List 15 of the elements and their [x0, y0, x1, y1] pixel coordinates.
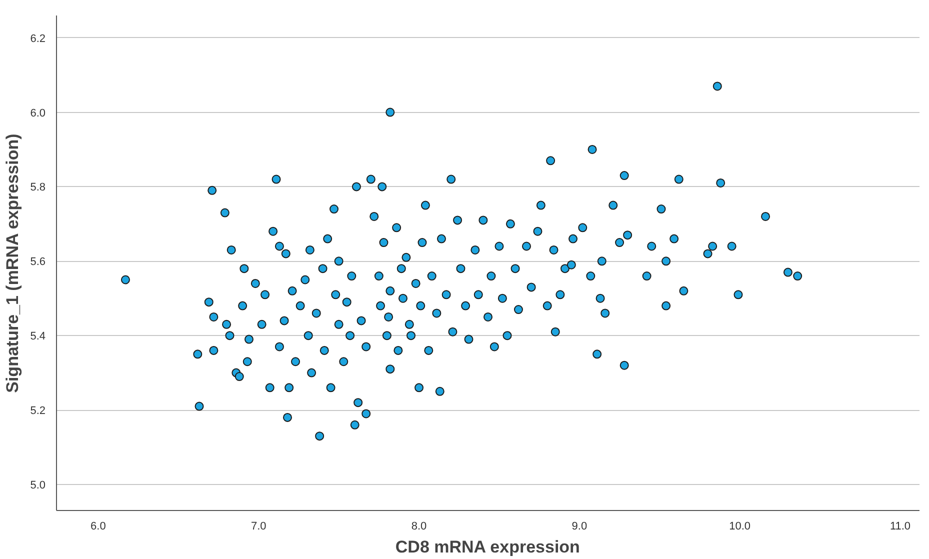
y-tick-label: 5.2 — [30, 405, 46, 418]
x-axis-title: CD8 mRNA expression — [395, 538, 580, 556]
y-tick-label: 6.0 — [30, 107, 46, 120]
x-tick-label: 7.0 — [250, 520, 266, 532]
x-tick-label: 8.0 — [411, 520, 427, 532]
y-tick-label: 6.2 — [30, 32, 46, 45]
y-tick-label: 5.0 — [30, 479, 46, 492]
x-tick-label: 11.0 — [890, 520, 911, 532]
x-tick-label: 10.0 — [729, 520, 751, 532]
y-tick-label: 5.6 — [30, 256, 46, 268]
y-tick-label: 5.4 — [30, 330, 46, 343]
y-tick-label: 5.8 — [30, 182, 46, 194]
y-axis-title: Signature_1 (mRNA expression) — [3, 134, 22, 393]
x-tick-label: 6.0 — [90, 520, 106, 532]
x-tick-label: 9.0 — [572, 520, 588, 532]
